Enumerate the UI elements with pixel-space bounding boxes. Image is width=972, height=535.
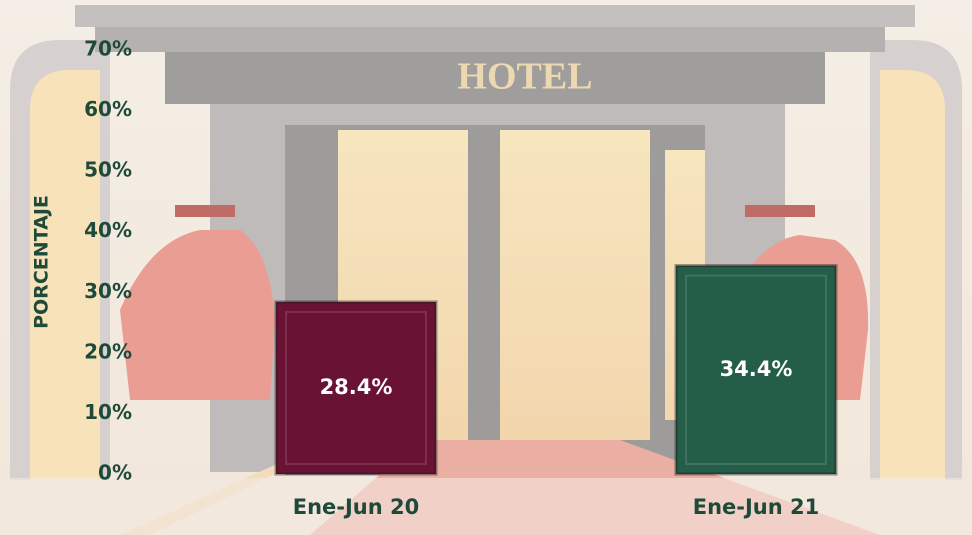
y-tick-label: 50% (84, 158, 132, 182)
bar (674, 264, 838, 476)
y-tick-label: 30% (84, 279, 132, 303)
y-tick-label: 10% (84, 400, 132, 424)
sign-text: HOTEL (457, 56, 592, 98)
y-tick-label: 20% (84, 339, 132, 363)
y-tick-label: 70% (84, 37, 132, 61)
y-axis-title: PORCENTAJE (31, 195, 53, 329)
value-label: 28.4% (320, 375, 393, 399)
bar-bevel (285, 310, 427, 465)
x-tick-label: Ene-Jun 21 (693, 495, 820, 519)
y-tick-label: 0% (98, 461, 132, 485)
bar-bevel (685, 274, 827, 465)
value-label: 34.4% (720, 357, 793, 381)
x-tick-label: Ene-Jun 20 (293, 495, 420, 519)
y-tick-label: 60% (84, 97, 132, 121)
y-tick-label: 40% (84, 218, 132, 242)
bar (274, 300, 438, 476)
